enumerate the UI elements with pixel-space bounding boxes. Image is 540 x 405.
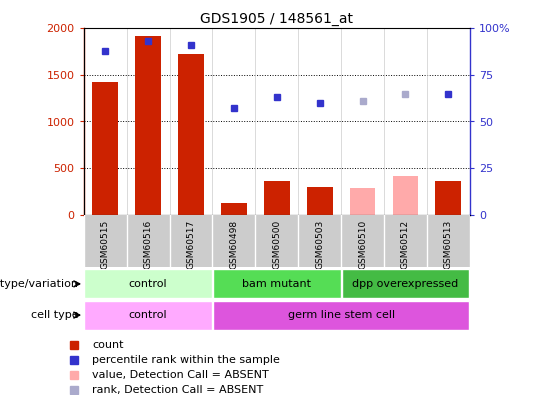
Bar [393,177,418,215]
Text: value, Detection Call = ABSENT: value, Detection Call = ABSENT [92,370,269,380]
Bar [221,202,247,215]
Text: bam mutant: bam mutant [242,279,311,289]
Text: GSM60498: GSM60498 [230,220,238,269]
Text: GSM60510: GSM60510 [358,220,367,269]
Title: GDS1905 / 148561_at: GDS1905 / 148561_at [200,12,353,26]
Text: GSM60517: GSM60517 [186,220,195,269]
Bar [307,187,333,215]
Text: germ line stem cell: germ line stem cell [287,310,395,320]
Text: GSM60500: GSM60500 [272,220,281,269]
Text: count: count [92,340,124,350]
Bar [264,181,289,215]
Bar [178,53,204,215]
Text: control: control [129,279,167,289]
Bar [341,269,469,298]
Bar [92,82,118,215]
Bar [213,301,469,330]
Text: GSM60516: GSM60516 [144,220,153,269]
Text: GSM60513: GSM60513 [444,220,453,269]
Text: rank, Detection Call = ABSENT: rank, Detection Call = ABSENT [92,385,263,395]
Text: percentile rank within the sample: percentile rank within the sample [92,355,280,365]
Bar [84,269,212,298]
Text: GSM60503: GSM60503 [315,220,324,269]
Text: GSM60512: GSM60512 [401,220,410,269]
Text: GSM60515: GSM60515 [100,220,110,269]
Text: cell type: cell type [31,310,78,320]
Bar [213,269,341,298]
Text: genotype/variation: genotype/variation [0,279,78,289]
Text: dpp overexpressed: dpp overexpressed [352,279,458,289]
Bar [350,188,375,215]
Bar [435,181,461,215]
Bar [84,301,212,330]
Bar [135,36,161,215]
Text: control: control [129,310,167,320]
